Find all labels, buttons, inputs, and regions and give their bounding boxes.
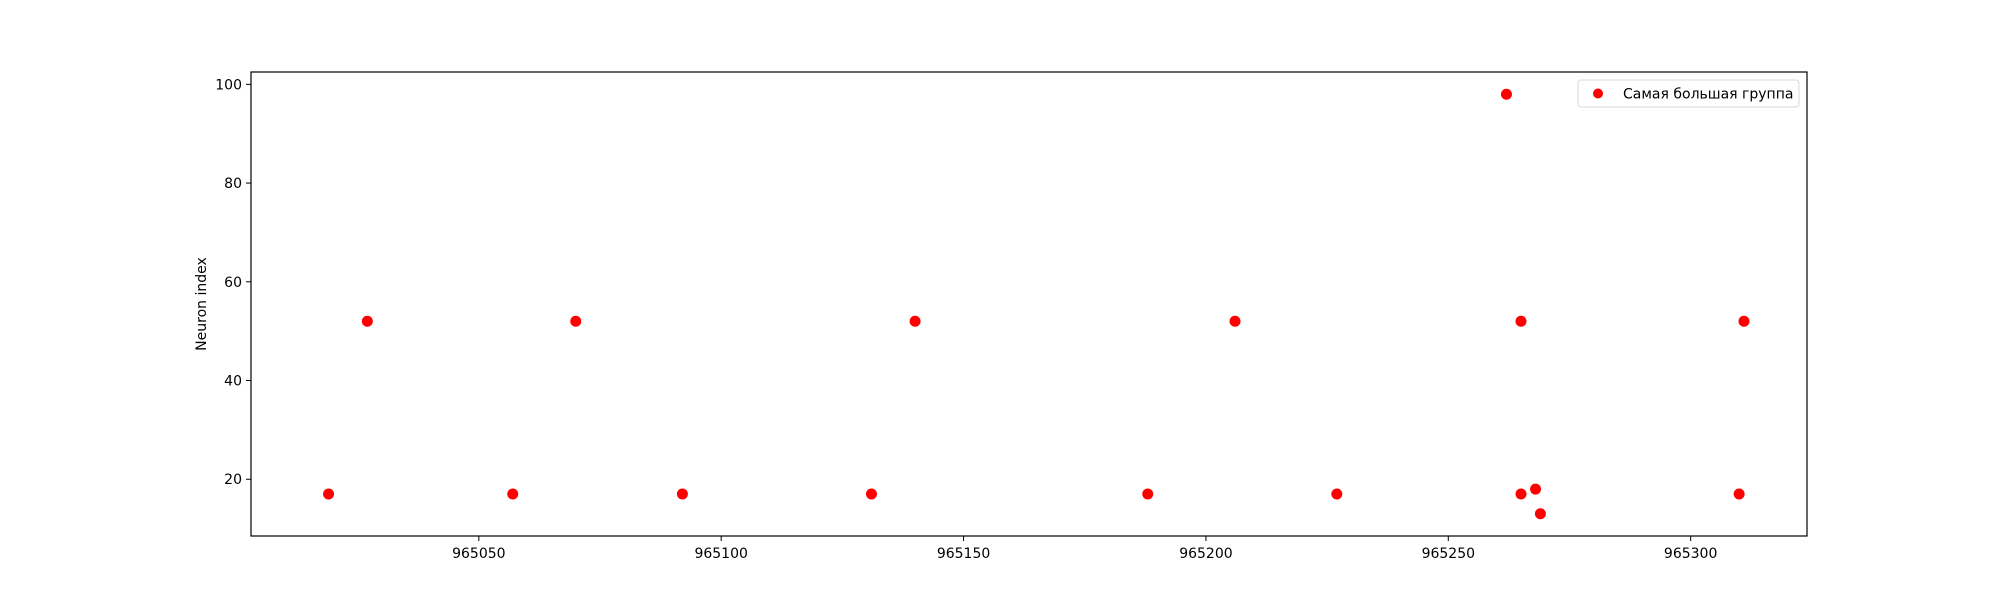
- scatter-point: [1142, 488, 1154, 500]
- scatter-point: [323, 488, 335, 500]
- scatter-point: [1738, 315, 1750, 327]
- legend-box: [1577, 79, 1800, 108]
- scatter-point: [1733, 488, 1745, 500]
- x-tick-label: 965250: [1422, 546, 1475, 562]
- scatter-point: [1331, 488, 1343, 500]
- y-tick-label: 20: [224, 472, 242, 488]
- scatter-point: [865, 488, 877, 500]
- legend-marker: [1593, 88, 1603, 99]
- y-tick-label: 80: [224, 176, 242, 192]
- y-axis-label: Neuron index: [194, 257, 210, 351]
- legend-entry-label: Самая большая группа: [1623, 87, 1793, 103]
- x-tick-label: 965200: [1179, 546, 1232, 562]
- scatter-point: [570, 315, 582, 327]
- y-axis: 20 40 60 80 100: [215, 77, 251, 488]
- legend: Самая большая группа: [1577, 79, 1800, 108]
- data-points: [323, 88, 1750, 520]
- scatter-point: [507, 488, 519, 500]
- scatter-point: [1515, 488, 1527, 500]
- x-tick-label: 965150: [937, 546, 990, 562]
- scatter-point: [1534, 508, 1546, 520]
- y-tick-label: 40: [224, 374, 242, 390]
- x-axis: 965050 965100 965150 965200 965250 965300: [452, 536, 1717, 562]
- y-tick-label: 60: [224, 275, 242, 291]
- scatter-point: [1229, 315, 1241, 327]
- scatter-point: [1515, 315, 1527, 327]
- scatter-point: [1530, 483, 1542, 495]
- y-tick-label: 100: [215, 77, 242, 93]
- x-tick-label: 965300: [1664, 546, 1717, 562]
- x-tick-label: 965100: [694, 546, 747, 562]
- scatter-point: [909, 315, 921, 327]
- scatter-point: [676, 488, 688, 500]
- plot-area-frame: [250, 71, 1808, 537]
- scatter-point: [1500, 88, 1512, 100]
- x-tick-label: 965050: [452, 546, 505, 562]
- scatter-point: [361, 315, 373, 327]
